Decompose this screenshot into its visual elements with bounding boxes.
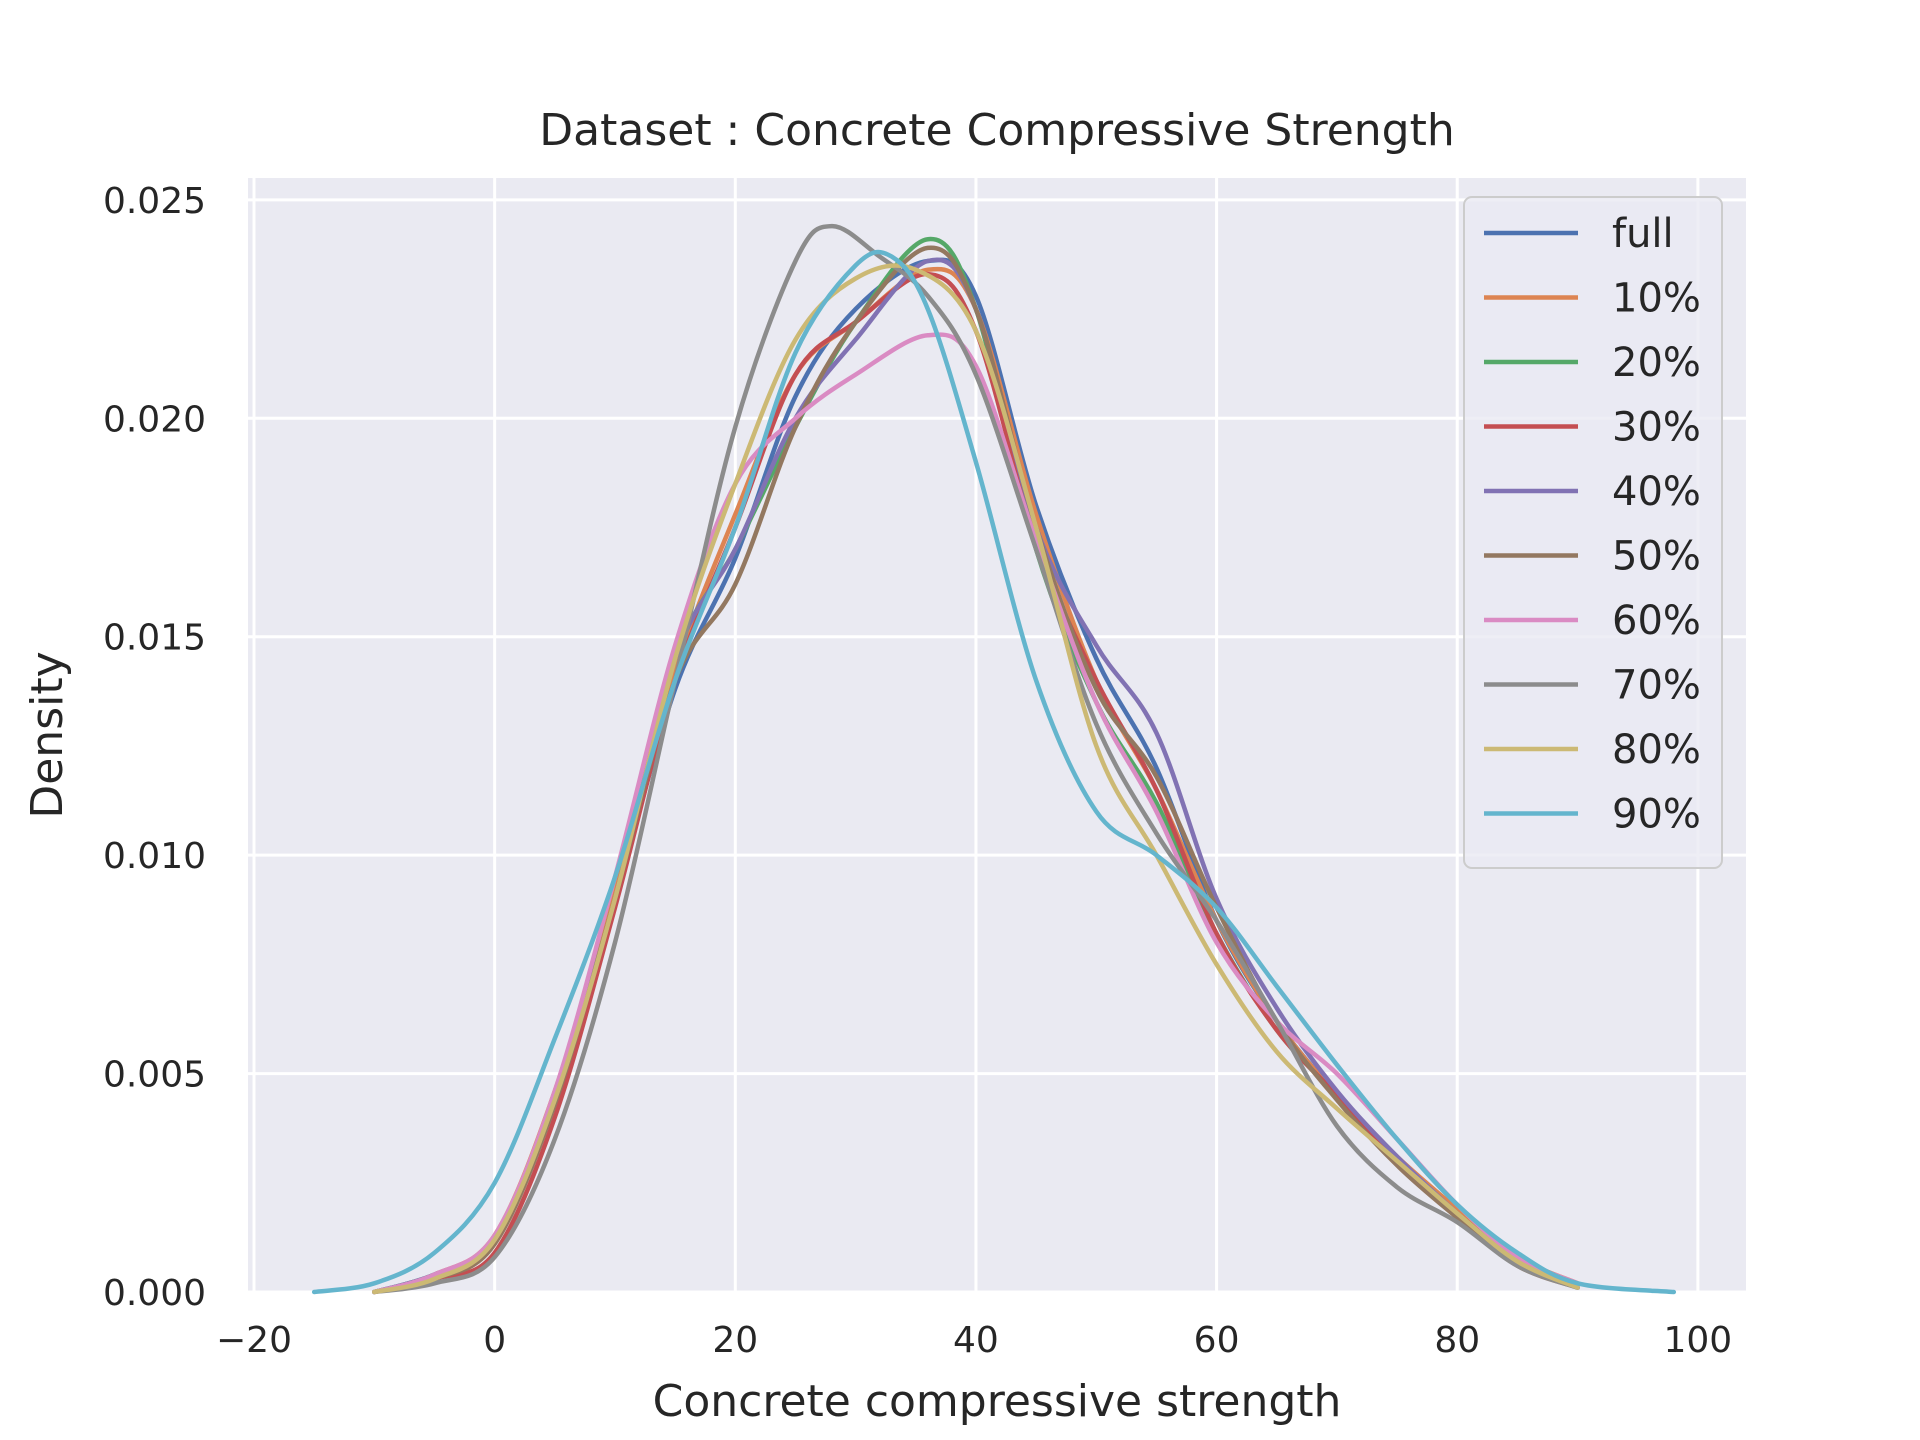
x-tick-label: 80 — [1434, 1320, 1480, 1361]
series-line-60pct — [372, 332, 1580, 1295]
x-axis-label: Concrete compressive strength — [653, 1376, 1342, 1427]
series-line-90pct — [311, 249, 1677, 1295]
legend: full 10% 20% 30% 40% 50% 60% 70% 80% 90% — [1463, 196, 1723, 869]
legend-label: 50% — [1612, 534, 1701, 580]
tick-labels: −20 0 20 40 60 80 100 0.000 0.005 0.010 0.015 0.020… — [103, 181, 1732, 1361]
y-tick-label: 0.000 — [103, 1273, 206, 1314]
y-tick-label: 0.025 — [103, 181, 206, 222]
legend-label: 30% — [1612, 405, 1701, 451]
x-tick-label: 40 — [953, 1320, 999, 1361]
x-tick-label: −20 — [216, 1320, 292, 1361]
y-tick-label: 0.020 — [103, 399, 206, 440]
y-axis-label: Density — [22, 651, 73, 818]
series-line-70pct — [372, 223, 1580, 1295]
legend-label: 70% — [1612, 663, 1701, 709]
legend-label: 60% — [1612, 598, 1701, 644]
chart-title: Dataset : Concrete Compressive Strength — [539, 105, 1454, 156]
legend-label: 90% — [1612, 792, 1701, 838]
y-tick-label: 0.010 — [103, 836, 206, 877]
x-tick-label: 100 — [1664, 1320, 1733, 1361]
legend-label: 80% — [1612, 727, 1701, 773]
x-tick-label: 0 — [483, 1320, 506, 1361]
series-lines — [311, 223, 1677, 1295]
legend-label: 40% — [1612, 469, 1701, 515]
legend-label: full — [1612, 211, 1674, 257]
x-tick-label: 60 — [1194, 1320, 1240, 1361]
series-line-80pct — [372, 263, 1580, 1295]
legend-frame — [1463, 196, 1723, 869]
x-tick-label: 20 — [712, 1320, 758, 1361]
legend-label: 20% — [1612, 340, 1701, 386]
y-tick-label: 0.015 — [103, 618, 206, 659]
y-tick-label: 0.005 — [103, 1055, 206, 1096]
legend-label: 10% — [1612, 276, 1701, 322]
